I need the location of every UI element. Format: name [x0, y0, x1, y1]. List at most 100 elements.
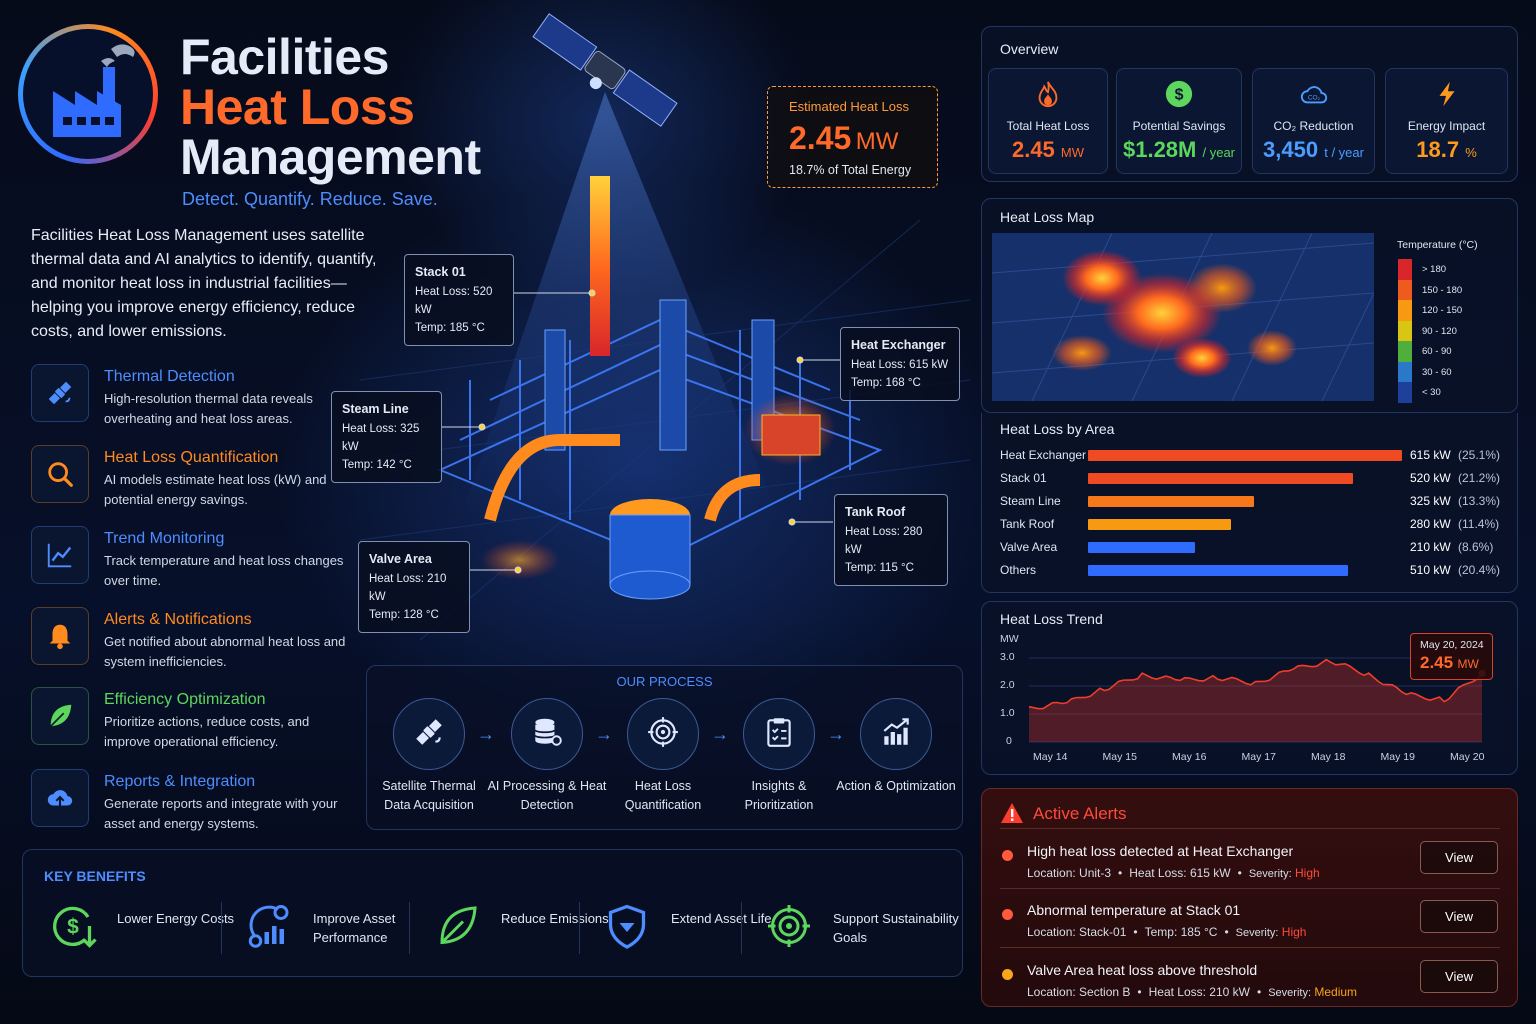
- benefit-divider: [409, 902, 410, 954]
- bar-percent: (13.3%): [1458, 494, 1501, 508]
- bullet: •: [1237, 866, 1242, 880]
- bar-6: [1088, 565, 1348, 576]
- kpi-card-1: Total Heat Loss 2.45 MW: [988, 68, 1108, 174]
- callout-heat-exchanger: Heat Exchanger Heat Loss: 615 kW Temp: 1…: [840, 327, 960, 401]
- trend-area: [1029, 659, 1482, 742]
- alert-severity-label: Severity:: [1268, 987, 1311, 999]
- callout-temp: Temp: 142 °C: [342, 459, 412, 471]
- x-tick-label: May 20: [1450, 751, 1485, 763]
- title-line-3: Management: [180, 129, 481, 185]
- callout-temp: Temp: 185 °C: [415, 322, 485, 334]
- satellite-icon: [31, 364, 89, 422]
- legend-swatch: [1398, 279, 1412, 300]
- callout-temp: Temp: 128 °C: [369, 609, 439, 621]
- process-step-1-circle: [393, 698, 465, 770]
- bell-icon: [31, 607, 89, 665]
- alert-title: High heat loss detected at Heat Exchange…: [1027, 843, 1294, 859]
- bar-value: 615 kW: [1410, 448, 1451, 462]
- satellite-icon: [532, 13, 678, 127]
- bar-value: 210 kW: [1410, 540, 1451, 554]
- feature-title: Heat Loss Quantification: [104, 449, 279, 466]
- alert-title: Abnormal temperature at Stack 01: [1027, 902, 1241, 918]
- target-icon: [646, 715, 680, 754]
- benefit-label: Lower Energy Costs: [117, 911, 235, 926]
- feature-desc: High-resolution thermal data reveals ove…: [104, 391, 313, 426]
- callout-steam-line: Steam Line Heat Loss: 325 kW Temp: 142 °…: [331, 391, 442, 483]
- estimated-heat-loss-card: Estimated Heat Loss 2.45 MW 18.7% of Tot…: [767, 86, 938, 188]
- y-tick-label: 2.0: [1000, 679, 1015, 691]
- column-3: [544, 329, 566, 451]
- gears-chart-icon: [245, 902, 293, 955]
- alert-severity: High: [1294, 866, 1320, 880]
- benefits-panel: KEY BENEFITS $ Lower Energy Costs Improve …: [22, 849, 963, 977]
- estimate-value-row: 2.45 MW: [789, 120, 937, 157]
- legend-label: < 30: [1422, 387, 1441, 398]
- process-step-label: Satellite Thermal Data Acquisition: [382, 779, 476, 812]
- alert-divider: [1000, 947, 1500, 948]
- bar-percent: (25.1%): [1458, 448, 1501, 462]
- x-tick-label: May 15: [1102, 751, 1137, 763]
- alert-details: Location: Stack-01 • Temp: 185 °C • Severity…: [1027, 925, 1306, 939]
- alert-row-1: High heat loss detected at Heat Exchange…: [1000, 841, 1500, 897]
- bar-1: [1088, 450, 1402, 461]
- view-alert-button[interactable]: View: [1420, 900, 1498, 933]
- kpi-value-row: 18.7 %: [1386, 137, 1507, 163]
- callout-loss: Heat Loss: 520 kW: [415, 286, 493, 316]
- process-step-label: Heat Loss Quantification: [624, 779, 702, 812]
- overview-panel: Overview Total Heat Loss 2.45 MW $ Potentia…: [981, 26, 1518, 182]
- benefits-title: KEY BENEFITS: [44, 868, 146, 884]
- process-step-label: Insights & Prioritization: [744, 779, 814, 812]
- benefit-label: Improve Asset Performance: [313, 911, 396, 945]
- process-step-label: Action & Optimization: [836, 779, 956, 793]
- alert-details: Location: Unit-3 • Heat Loss: 615 kW • Sever…: [1027, 866, 1320, 880]
- active-alerts-panel: Active Alerts High heat loss detected at…: [981, 788, 1518, 1007]
- title-line-2: Heat Loss: [180, 79, 415, 135]
- legend-swatch: [1398, 382, 1412, 403]
- process-step-5-circle: [860, 698, 932, 770]
- process-step-2-circle: [511, 698, 583, 770]
- trend-chart: [1028, 657, 1486, 743]
- callout-name: Valve Area: [369, 552, 432, 566]
- alert-severity-label: Severity:: [1248, 868, 1292, 880]
- callout-name: Steam Line: [342, 402, 409, 416]
- process-step-3-circle: [627, 698, 699, 770]
- magnifier-icon: [31, 445, 89, 503]
- kpi-value: 18.7: [1416, 137, 1460, 162]
- satellite-icon: [412, 715, 446, 754]
- view-alert-button[interactable]: View: [1420, 960, 1498, 993]
- co2-cloud-icon: CO₂: [1253, 79, 1374, 109]
- kpi-unit: / year: [1202, 145, 1236, 160]
- callout-name: Tank Roof: [845, 505, 906, 519]
- alert-metric: Heat Loss: 615 kW: [1129, 866, 1231, 880]
- heat-map-title: Heat Loss Map: [1000, 209, 1095, 225]
- arrow-right-icon: →: [477, 724, 495, 744]
- process-step-label: AI Processing & Heat Detection: [487, 779, 607, 812]
- x-tick-label: May 14: [1033, 751, 1068, 763]
- alert-severity: High: [1281, 925, 1307, 939]
- bar-value: 280 kW: [1410, 517, 1451, 531]
- x-tick-label: May 16: [1172, 751, 1207, 763]
- kpi-card-2: $ Potential Savings $1.28M / year: [1116, 68, 1242, 174]
- benefit-divider: [221, 902, 222, 954]
- leaf-icon: [433, 902, 481, 955]
- tagline: Detect. Quantify. Reduce. Save.: [182, 189, 438, 209]
- x-tick-label: May 17: [1241, 751, 1276, 763]
- bullet: •: [1137, 985, 1142, 999]
- bar-label: Steam Line: [1000, 494, 1061, 508]
- tooltip-value: 2.45: [1420, 653, 1454, 672]
- feature-title: Thermal Detection: [104, 368, 235, 385]
- kpi-value: 3,450: [1263, 137, 1319, 162]
- y-tick-label: 1.0: [1000, 707, 1015, 719]
- trend-title: Heat Loss Trend: [1000, 611, 1103, 627]
- bar-label: Tank Roof: [1000, 517, 1055, 531]
- legend-label: 60 - 90: [1422, 346, 1452, 357]
- benefit-divider: [579, 902, 580, 954]
- benefit-divider: [741, 902, 742, 954]
- legend-label: 30 - 60: [1422, 366, 1452, 378]
- view-alert-button[interactable]: View: [1420, 841, 1498, 874]
- tooltip-value-row: 2.45 MW: [1420, 653, 1492, 673]
- database-icon: [530, 715, 564, 754]
- alert-location: Location: Unit-3: [1027, 866, 1112, 880]
- process-panel: OUR PROCESS Satellite Thermal Data Acqui…: [366, 665, 963, 830]
- alert-details: Location: Section B • Heat Loss: 210 kW • Se…: [1027, 985, 1357, 999]
